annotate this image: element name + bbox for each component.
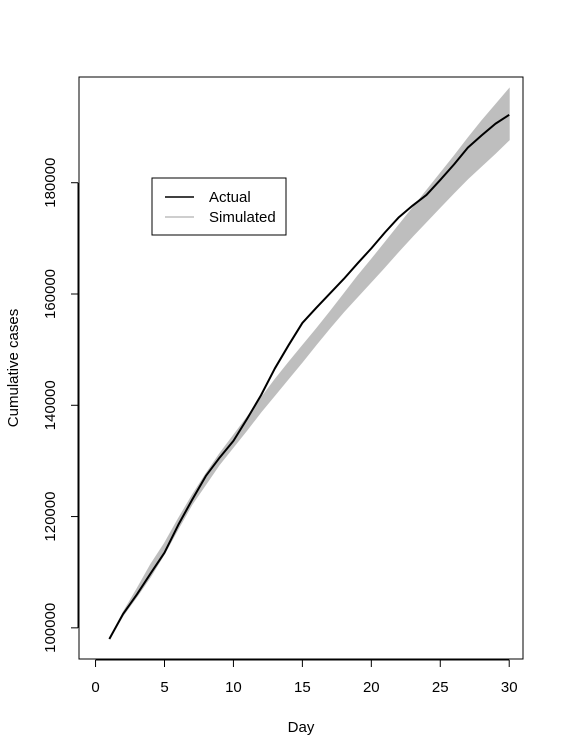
y-tick-label: 160000 xyxy=(42,269,59,319)
x-tick-label: 0 xyxy=(91,679,99,696)
x-axis-label: Day xyxy=(288,719,315,736)
actual-line xyxy=(108,113,510,640)
y-tick-label: 140000 xyxy=(42,380,59,430)
x-tick-label: 15 xyxy=(294,679,311,696)
x-tick-label: 25 xyxy=(432,679,449,696)
x-axis: 0 5 10 15 20 25 30 xyxy=(91,659,518,696)
y-axis-label: Cumulative cases xyxy=(5,309,22,427)
y-tick-label: 100000 xyxy=(42,603,59,653)
x-tick-label: 20 xyxy=(363,679,380,696)
x-tick-label: 5 xyxy=(160,679,168,696)
x-tick-label: 10 xyxy=(225,679,242,696)
y-tick-label: 120000 xyxy=(42,492,59,542)
simulated-band xyxy=(108,87,510,640)
legend-label-actual: Actual xyxy=(209,189,251,206)
series-lines xyxy=(108,113,510,640)
legend-label-simulated: Simulated xyxy=(209,209,276,226)
x-tick-label: 30 xyxy=(501,679,518,696)
simulated-band-area xyxy=(108,87,510,640)
legend: Actual Simulated xyxy=(151,177,287,236)
y-axis: 100000 120000 140000 160000 180000 xyxy=(42,158,79,653)
legend-box xyxy=(151,177,287,236)
plot-frame xyxy=(78,76,524,660)
y-tick-label: 180000 xyxy=(42,158,59,208)
